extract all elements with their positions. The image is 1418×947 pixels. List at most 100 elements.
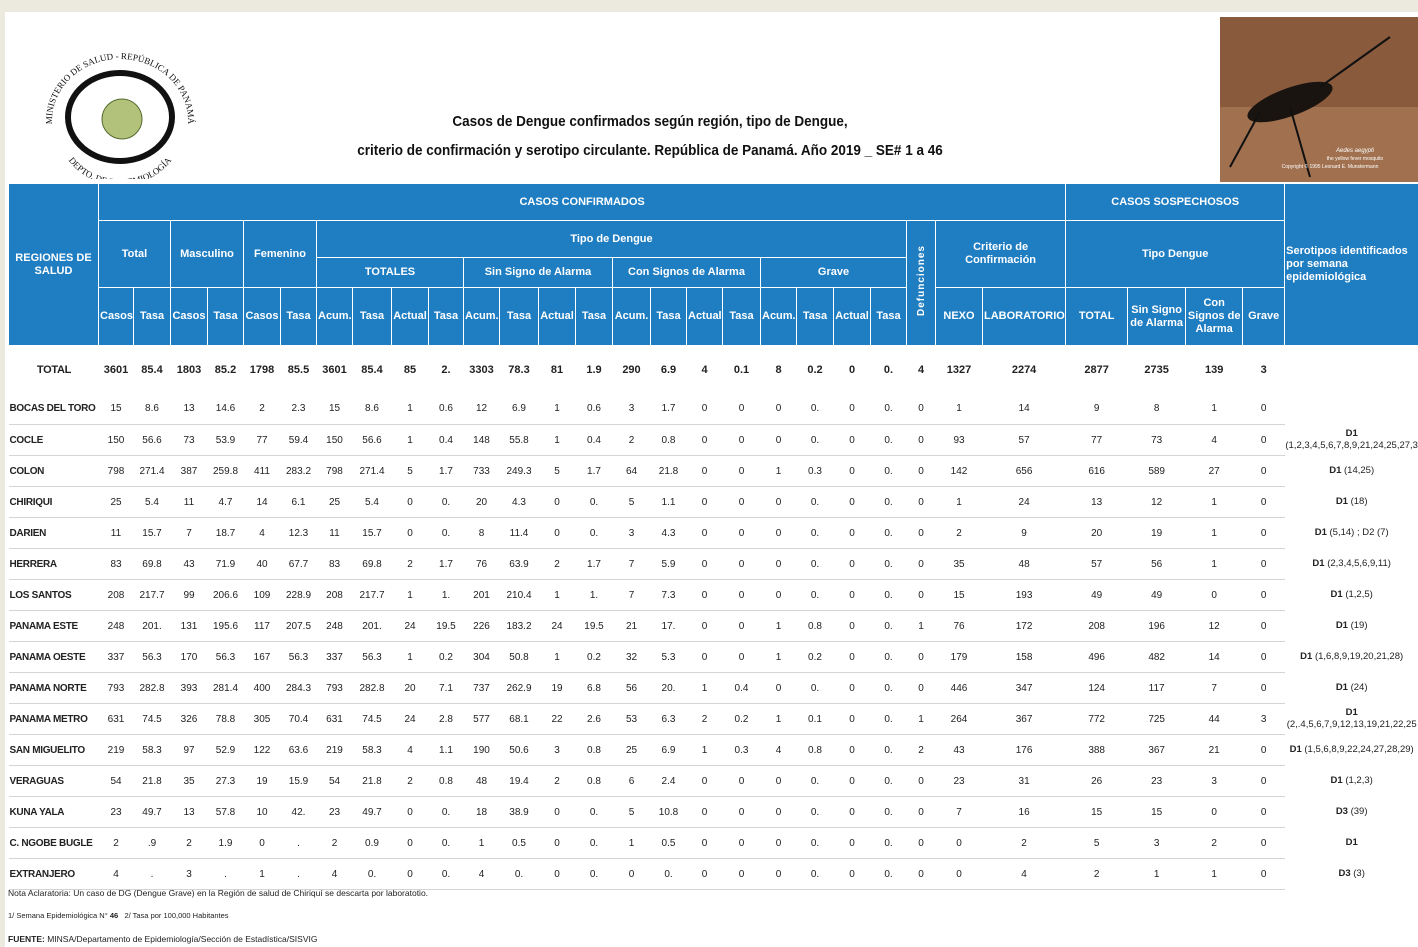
serotype-type: D1 [1336,682,1348,693]
cell-value: 0 [539,518,576,549]
cell-value: 400 [244,673,281,704]
cell-value: 5 [613,487,651,518]
cell-value: 0. [797,580,834,611]
cell-value: 53 [613,704,651,735]
cell-value: 0 [907,580,936,611]
region-name: PANAMA METRO [9,704,99,735]
region-name: KUNA YALA [9,797,99,828]
cell-value: 0 [907,456,936,487]
cell-value: 226 [464,611,500,642]
cell-value: 64 [613,456,651,487]
cell-value: 656 [983,456,1066,487]
cell-value: 57 [983,425,1066,456]
cell-value: 0 [761,859,797,890]
cell-value: 25 [613,735,651,766]
cell-value: 76 [936,611,983,642]
cell-value: 217.7 [353,580,392,611]
cell-value: 0 [907,394,936,425]
serotype-weeks: (3) [1353,868,1365,880]
cell-value: 0.1 [723,346,761,394]
cell-value: 201. [353,611,392,642]
cell-value: 0.8 [797,611,834,642]
cell-value: 631 [99,704,134,735]
serotype-type: D1 [1300,651,1312,662]
region-name: C. NGOBE BUGLE [9,828,99,859]
cell-value: 15 [99,394,134,425]
cell-value: 76 [464,549,500,580]
cell-value: 35 [171,766,208,797]
cell-value: 172 [983,611,1066,642]
cell-value: 0. [871,346,907,394]
panel: MINISTERIO DE SALUD - REPÚBLICA DE PANAM… [5,12,1418,947]
cell-value: 40 [244,549,281,580]
cell-value: 0 [1243,580,1285,611]
cell-value: 195.6 [208,611,244,642]
cell-value: 26 [1066,766,1128,797]
rate-note: 2/ Tasa por 100,000 Habitantes [124,911,228,920]
cell-value: 1 [392,394,429,425]
cell-value: 20 [1066,518,1128,549]
cell-value: 6.9 [651,735,687,766]
cell-value: 6.9 [500,394,539,425]
source: MINSA/Departamento de Epidemiología/Secc… [47,934,317,944]
cell-value: 0 [723,859,761,890]
cell-value: 6.8 [576,673,613,704]
cell-value: 0.2 [797,642,834,673]
subheader: Tasa [429,288,464,346]
cell-value: 12 [464,394,500,425]
cell-value: 1 [392,425,429,456]
serotype-type: D1 [1336,620,1348,631]
cell-value: 20 [392,673,429,704]
cell-value: 0. [871,549,907,580]
cell-value: 74.5 [134,704,171,735]
cell-value: 0 [761,766,797,797]
total-row: TOTAL360185.4180385.2179885.5360185.4852… [9,346,1418,394]
cell-value: 1.7 [576,549,613,580]
cell-value: 3601 [317,346,353,394]
cell-value: 0 [834,735,871,766]
cell-value: 0 [687,549,723,580]
cell-value: 78.3 [500,346,539,394]
cell-value: 1.1 [429,735,464,766]
cell-value: 15.9 [281,766,317,797]
serotype: D1 (14,25) [1285,456,1418,487]
cell-value: 44 [1186,704,1243,735]
cell-value: . [281,828,317,859]
cell-value: 0 [834,673,871,704]
cell-value: 0 [834,346,871,394]
cell-value: 304 [464,642,500,673]
cell-value: 11 [317,518,353,549]
cell-value: 5.4 [134,487,171,518]
cell-value: 1 [613,828,651,859]
cell-value: 0.8 [576,735,613,766]
cell-value: 139 [1186,346,1243,394]
cell-value: 49 [1066,580,1128,611]
cell-value: 282.8 [353,673,392,704]
cell-value: 3 [613,518,651,549]
serotype: D1 (19) [1285,611,1418,642]
cell-value: 0. [871,425,907,456]
cell-value: 0. [576,828,613,859]
cell-value: 0 [687,828,723,859]
cell-value: 0 [392,487,429,518]
cell-value: 0.3 [723,735,761,766]
cell-value: 281.4 [208,673,244,704]
cell-value: 56 [613,673,651,704]
cell-value: 0 [1186,580,1243,611]
cell-value: 793 [317,673,353,704]
cell-value: . [134,859,171,890]
cell-value: 2735 [1128,346,1186,394]
cell-value: 15 [317,394,353,425]
header-totales: TOTALES [317,258,464,288]
footnote-note: Nota Aclaratoria: Un caso de DG (Dengue … [8,888,428,898]
cell-value: 56 [1128,549,1186,580]
cell-value: 0 [907,859,936,890]
region-name: VERAGUAS [9,766,99,797]
cell-value: 305 [244,704,281,735]
cell-value: 70.4 [281,704,317,735]
cell-value: 20. [651,673,687,704]
cell-value: 50.8 [500,642,539,673]
cell-value: 18 [464,797,500,828]
subheader: Tasa [353,288,392,346]
cell-value: 1 [392,580,429,611]
